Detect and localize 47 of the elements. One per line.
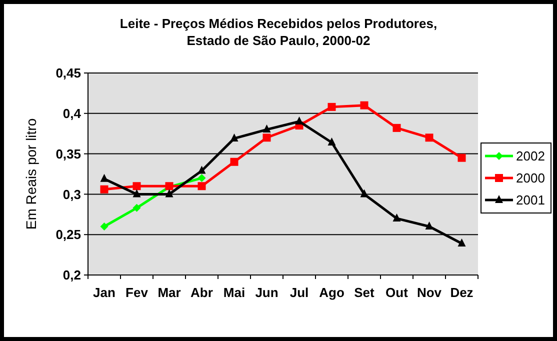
point <box>425 222 434 230</box>
point <box>458 154 466 162</box>
y-tick-label: 0,35 <box>56 146 81 162</box>
point <box>328 102 336 111</box>
y-tick-label: 0,25 <box>56 227 81 242</box>
point <box>198 174 206 182</box>
legend-label: 2002 <box>516 148 545 164</box>
y-tick-label: 0,4 <box>62 106 82 121</box>
point <box>198 166 206 174</box>
point <box>132 204 141 212</box>
point <box>100 185 108 194</box>
point <box>100 222 108 231</box>
point <box>198 182 206 190</box>
x-tick-label: Fev <box>126 285 149 300</box>
point <box>360 189 368 198</box>
point <box>230 158 238 166</box>
point <box>458 238 466 246</box>
x-tick-label: Nov <box>416 285 442 300</box>
x-tick-label: Out <box>386 285 409 300</box>
x-tick-label: Mai <box>223 285 246 300</box>
x-tick-label: Set <box>354 285 376 300</box>
x-tick-label: Mar <box>158 285 181 300</box>
x-tick-label: Jul <box>290 285 309 300</box>
point <box>262 134 271 142</box>
y-tick-label: 0,45 <box>56 66 81 81</box>
point <box>392 213 401 222</box>
point <box>262 124 271 133</box>
x-tick-label: Jan <box>93 285 116 300</box>
chart-title: Leite - Preços Médios Recebidos pelos Produtores, Estado de São Paulo, 2000-02 <box>120 16 438 48</box>
x-tick-label: Ago <box>319 285 344 300</box>
legend-label: 2000 <box>516 170 545 186</box>
point <box>132 182 141 190</box>
y-tick-label: 0,2 <box>62 268 81 283</box>
x-tick-label: Dez <box>450 285 474 300</box>
legend-label: 2001 <box>516 192 545 208</box>
y-axis-title: Em Reais por litro <box>23 118 39 230</box>
point <box>100 174 108 182</box>
point <box>328 137 336 146</box>
point <box>360 101 368 110</box>
point <box>425 134 434 142</box>
x-tick-label: Abr <box>190 285 213 300</box>
point <box>132 189 141 198</box>
y-tick-label: 0,3 <box>62 186 81 202</box>
x-tick-label: Jun <box>255 285 278 300</box>
point <box>230 133 238 142</box>
point <box>165 189 174 198</box>
point <box>392 124 401 132</box>
